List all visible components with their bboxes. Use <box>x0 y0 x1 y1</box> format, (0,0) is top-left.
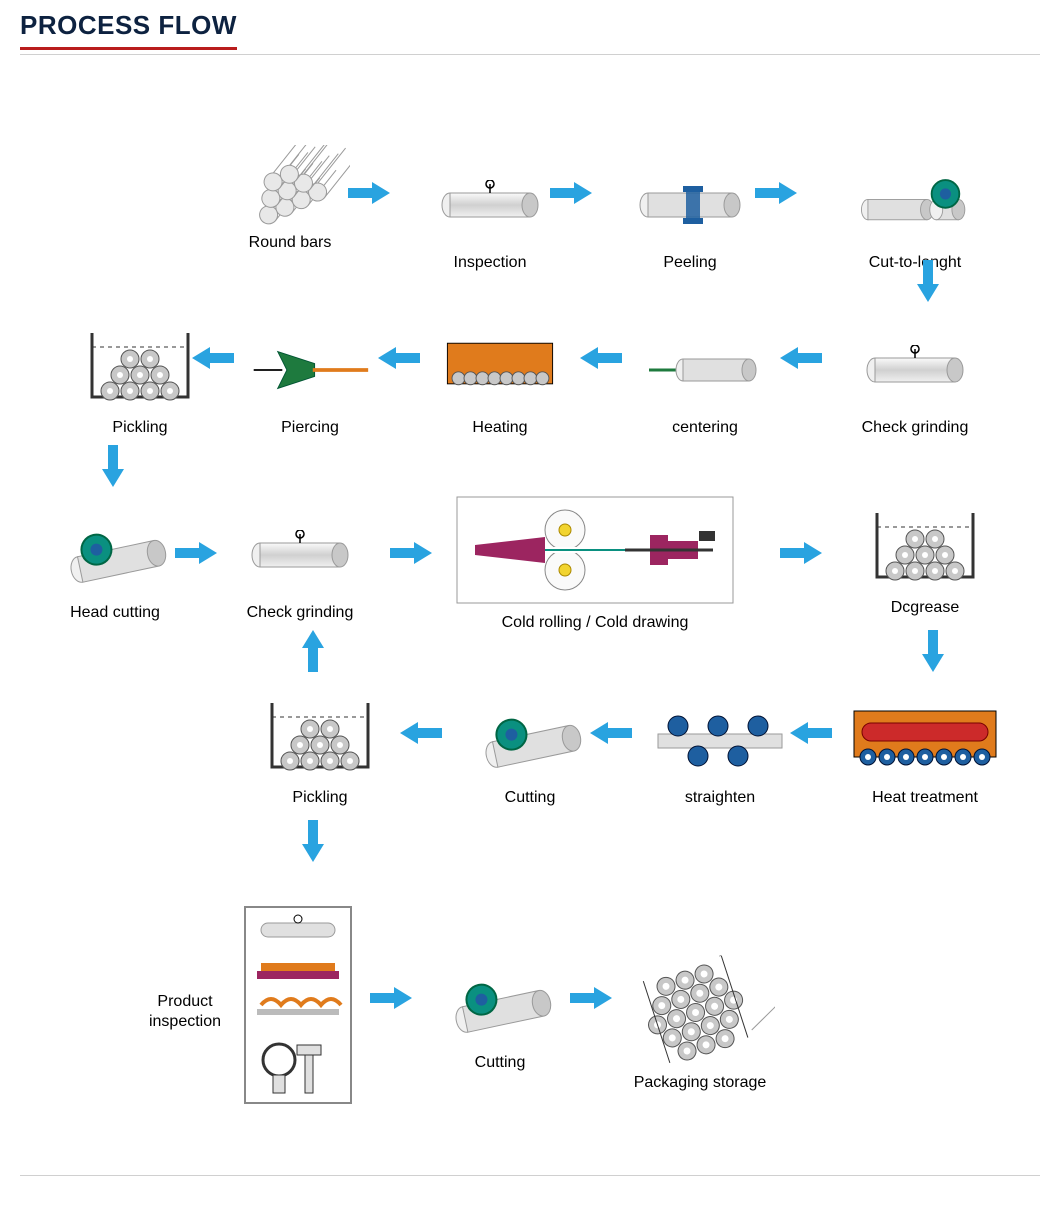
step-label: Inspection <box>410 253 570 272</box>
step-pickling-1: Pickling <box>60 325 220 437</box>
step-label: Head cutting <box>35 603 195 622</box>
arrow-left-icon <box>780 345 822 371</box>
step-pickling-2: Pickling <box>240 695 400 807</box>
arrow-down-icon <box>300 820 326 862</box>
cutting-1-icon <box>470 700 590 780</box>
step-label: Productinspection <box>135 992 235 1030</box>
page: PROCESS FLOW <box>0 0 1060 1206</box>
arrow-left-icon <box>378 345 420 371</box>
step-label: straighten <box>640 788 800 807</box>
packaging-icon <box>625 955 775 1065</box>
step-heating: Heating <box>420 330 580 437</box>
step-label: Cutting <box>450 788 610 807</box>
arrow-right-icon <box>755 180 797 206</box>
straighten-icon <box>650 700 790 780</box>
heat-treatment-icon <box>850 700 1000 780</box>
heating-icon <box>440 330 560 410</box>
step-straighten: straighten <box>640 700 800 807</box>
arrow-left-icon <box>400 720 442 746</box>
step-label: Packaging storage <box>620 1073 780 1092</box>
cutting-2-icon <box>440 965 560 1045</box>
cold-rolling-icon <box>455 495 735 605</box>
arrow-right-icon <box>780 540 822 566</box>
degrease-icon <box>865 505 985 590</box>
arrow-down-icon <box>915 260 941 302</box>
step-cold-rolling: Cold rolling / Cold drawing <box>450 495 740 632</box>
check-grind-1-icon <box>855 330 975 410</box>
step-check-grind-1: Check grinding <box>835 330 995 437</box>
step-round-bars: Round bars <box>210 145 370 252</box>
arrow-down-icon <box>100 445 126 487</box>
head-cutting-icon <box>55 515 175 595</box>
step-head-cutting: Head cutting <box>35 515 195 622</box>
arrow-right-icon <box>570 985 612 1011</box>
arrow-left-icon <box>790 720 832 746</box>
centering-icon <box>645 330 765 410</box>
step-label: Cold rolling / Cold drawing <box>450 613 740 632</box>
process-flow-diagram: Round bars Inspection Peeling <box>20 85 1040 1145</box>
page-title: PROCESS FLOW <box>20 10 237 50</box>
peeling-icon <box>630 165 750 245</box>
arrow-left-icon <box>590 720 632 746</box>
step-label: Pickling <box>240 788 400 807</box>
step-label: centering <box>625 418 785 437</box>
step-label: Cutting <box>420 1053 580 1072</box>
inspection-icon <box>430 165 550 245</box>
step-label: Heat treatment <box>845 788 1005 807</box>
step-centering: centering <box>625 330 785 437</box>
step-peeling: Peeling <box>610 165 770 272</box>
step-label: Pickling <box>60 418 220 437</box>
step-label: Piercing <box>230 418 390 437</box>
arrow-left-icon <box>580 345 622 371</box>
step-inspection: Inspection <box>410 165 570 272</box>
step-cutting-1: Cutting <box>450 700 610 807</box>
step-label: Peeling <box>610 253 770 272</box>
arrow-right-icon <box>370 985 412 1011</box>
step-packaging: Packaging storage <box>620 955 780 1092</box>
title-wrap: PROCESS FLOW <box>20 10 1040 55</box>
step-label: Check grinding <box>220 603 380 622</box>
step-label: Round bars <box>210 233 370 252</box>
arrow-right-icon <box>550 180 592 206</box>
arrow-right-icon <box>175 540 217 566</box>
arrow-down-icon <box>920 630 946 672</box>
step-check-grind-2: Check grinding <box>220 515 380 622</box>
step-label: Heating <box>420 418 580 437</box>
arrow-up-icon <box>300 630 326 672</box>
step-degrease: Dcgrease <box>845 505 1005 617</box>
step-heat-treatment: Heat treatment <box>845 700 1005 807</box>
cut-to-length-icon <box>855 165 975 245</box>
check-grind-2-icon <box>240 515 360 595</box>
pickling-1-icon <box>80 325 200 410</box>
step-piercing: Piercing <box>230 330 390 437</box>
step-cut-to-length: Cut-to-lenght <box>835 165 995 272</box>
step-label: Dcgrease <box>845 598 1005 617</box>
arrow-left-icon <box>192 345 234 371</box>
footer-divider <box>20 1175 1040 1176</box>
piercing-icon <box>250 330 370 410</box>
arrow-right-icon <box>348 180 390 206</box>
step-label: Check grinding <box>835 418 995 437</box>
step-product-insp: Productinspection <box>135 905 395 1110</box>
arrow-right-icon <box>390 540 432 566</box>
step-cutting-2: Cutting <box>420 965 580 1072</box>
pickling-2-icon <box>260 695 380 780</box>
round-bars-icon <box>230 145 350 225</box>
product-insp-icon <box>243 905 353 1110</box>
